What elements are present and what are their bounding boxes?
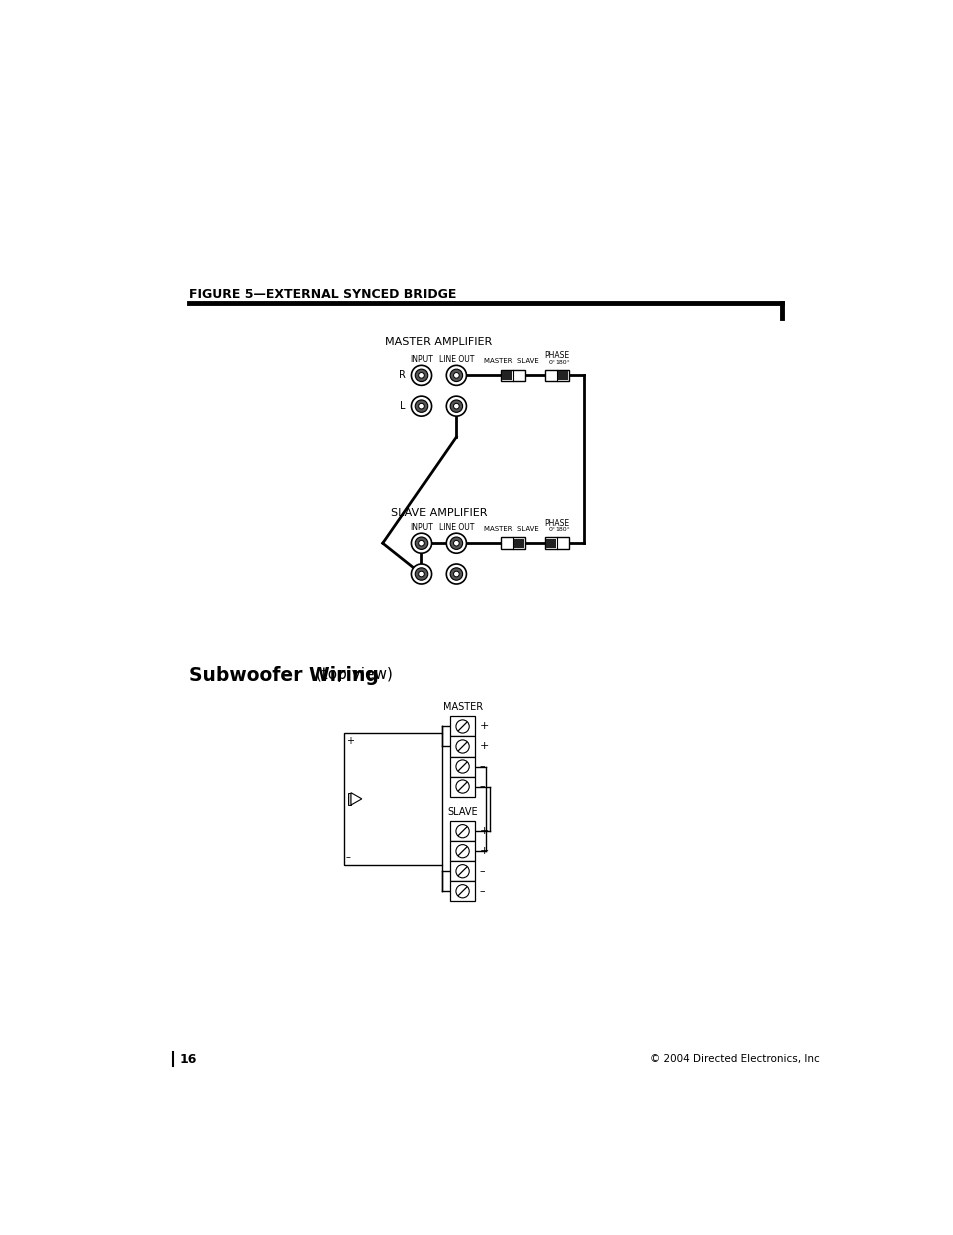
Bar <box>500 537 524 550</box>
Circle shape <box>418 541 424 546</box>
Circle shape <box>446 366 466 385</box>
Bar <box>450 882 475 902</box>
Circle shape <box>453 541 458 546</box>
Text: PHASE: PHASE <box>544 519 569 527</box>
Circle shape <box>411 534 431 553</box>
Text: 16: 16 <box>179 1052 197 1066</box>
Circle shape <box>418 572 424 577</box>
Circle shape <box>453 373 458 378</box>
Text: –: – <box>479 887 485 897</box>
Circle shape <box>450 369 462 382</box>
Text: 180°: 180° <box>555 527 569 532</box>
Text: INPUT: INPUT <box>410 522 433 531</box>
Text: –: – <box>479 866 485 876</box>
Circle shape <box>446 396 466 416</box>
Circle shape <box>411 564 431 584</box>
Circle shape <box>411 366 431 385</box>
Text: Subwoofer Wiring: Subwoofer Wiring <box>189 667 378 685</box>
Text: LINE OUT: LINE OUT <box>438 354 474 364</box>
Bar <box>450 821 475 841</box>
Bar <box>513 538 523 548</box>
Circle shape <box>456 825 469 837</box>
Circle shape <box>453 404 458 409</box>
Text: 180°: 180° <box>555 359 569 364</box>
Text: +: + <box>479 741 489 751</box>
Bar <box>450 861 475 882</box>
Text: –: – <box>479 762 485 772</box>
Circle shape <box>415 568 427 580</box>
Bar <box>450 716 475 736</box>
Bar <box>344 732 442 864</box>
Circle shape <box>456 720 469 734</box>
Text: +: + <box>479 846 489 856</box>
Circle shape <box>453 572 458 577</box>
Text: 0°: 0° <box>548 527 555 532</box>
Text: MASTER  SLAVE: MASTER SLAVE <box>483 526 538 531</box>
Circle shape <box>456 864 469 878</box>
Polygon shape <box>351 793 361 805</box>
Text: +: + <box>479 721 489 731</box>
Bar <box>450 757 475 777</box>
Bar <box>545 369 568 382</box>
Text: +: + <box>345 736 354 746</box>
Text: MASTER  SLAVE: MASTER SLAVE <box>483 358 538 364</box>
Text: –: – <box>345 852 350 862</box>
Circle shape <box>450 400 462 412</box>
Text: +: + <box>479 826 489 836</box>
Circle shape <box>415 400 427 412</box>
Text: R: R <box>398 370 406 380</box>
Text: –: – <box>479 782 485 792</box>
Text: © 2004 Directed Electronics, Inc: © 2004 Directed Electronics, Inc <box>650 1055 820 1065</box>
Circle shape <box>418 404 424 409</box>
Text: MASTER: MASTER <box>442 701 482 711</box>
Circle shape <box>456 740 469 753</box>
Text: (top view): (top view) <box>311 667 393 682</box>
Circle shape <box>450 568 462 580</box>
Text: INPUT: INPUT <box>410 354 433 364</box>
Circle shape <box>446 534 466 553</box>
Circle shape <box>446 564 466 584</box>
Text: MASTER AMPLIFIER: MASTER AMPLIFIER <box>385 337 492 347</box>
Circle shape <box>456 781 469 793</box>
Bar <box>500 369 524 382</box>
Bar <box>546 538 556 548</box>
Circle shape <box>450 537 462 550</box>
Circle shape <box>456 884 469 898</box>
Circle shape <box>418 373 424 378</box>
Bar <box>348 793 351 805</box>
Bar <box>450 736 475 757</box>
Circle shape <box>415 369 427 382</box>
Circle shape <box>456 845 469 858</box>
Text: LINE OUT: LINE OUT <box>438 522 474 531</box>
Bar <box>501 370 512 380</box>
Text: 0°: 0° <box>548 359 555 364</box>
Circle shape <box>411 396 431 416</box>
Bar <box>450 841 475 861</box>
Bar <box>545 537 568 550</box>
Bar <box>558 370 567 380</box>
Text: FIGURE 5—EXTERNAL SYNCED BRIDGE: FIGURE 5—EXTERNAL SYNCED BRIDGE <box>189 289 456 301</box>
Text: SLAVE AMPLIFIER: SLAVE AMPLIFIER <box>391 508 487 517</box>
Text: SLAVE: SLAVE <box>447 806 477 816</box>
Bar <box>450 777 475 797</box>
Circle shape <box>456 760 469 773</box>
Text: L: L <box>400 401 406 411</box>
Circle shape <box>415 537 427 550</box>
Text: PHASE: PHASE <box>544 351 569 359</box>
